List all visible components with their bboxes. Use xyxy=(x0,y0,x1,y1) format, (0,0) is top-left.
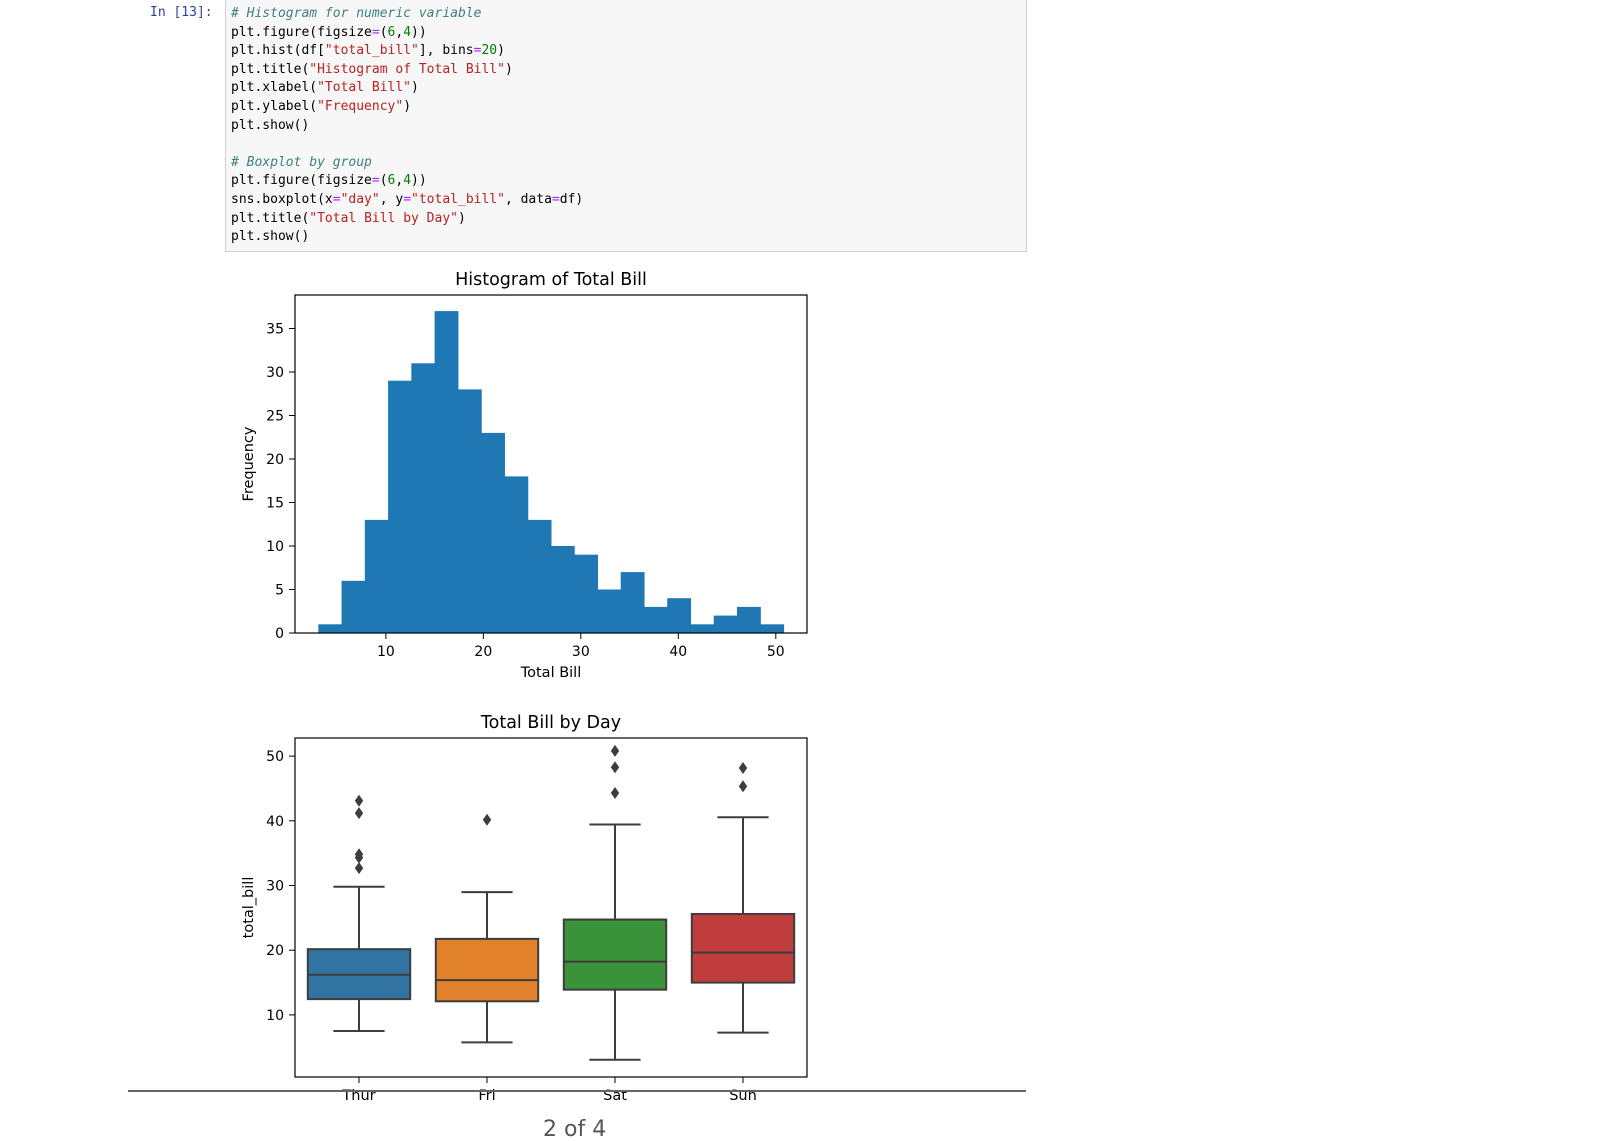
histogram-bar xyxy=(364,519,389,633)
box-fri xyxy=(434,937,540,1003)
histogram-bar xyxy=(341,580,366,633)
x-tick-label: Sun xyxy=(729,1088,757,1104)
code-editor[interactable]: # Histogram for numeric variable plt.fig… xyxy=(231,5,583,247)
histogram-bar xyxy=(527,519,552,633)
outlier-point xyxy=(354,862,364,875)
histogram-bar xyxy=(504,476,529,633)
plot-frame xyxy=(294,737,808,1078)
code-line: plt.figure(figsize=(6,4)) xyxy=(231,173,427,189)
code-line: plt.show() xyxy=(231,117,310,133)
y-tick-label: 25 xyxy=(266,408,284,424)
histogram-bar xyxy=(550,545,575,633)
y-tick-label: 5 xyxy=(275,582,284,598)
histogram-bar xyxy=(574,554,599,633)
histogram-bar xyxy=(667,598,692,633)
page-indicator: 2 of 4 xyxy=(543,1117,607,1142)
y-tick-label: 10 xyxy=(266,539,284,555)
chart-title: Histogram of Total Bill xyxy=(455,270,647,290)
y-axis-label: total_bill xyxy=(241,877,257,939)
histogram-bar xyxy=(690,624,715,633)
x-tick-label: Fri xyxy=(478,1088,495,1104)
box-sun xyxy=(690,912,796,984)
y-tick-label: 35 xyxy=(266,321,284,337)
x-tick-label: 40 xyxy=(669,644,687,660)
y-axis-label: Frequency xyxy=(241,426,257,501)
histogram-bar xyxy=(411,363,436,633)
page-divider xyxy=(128,1090,1026,1092)
histogram-bar xyxy=(457,389,482,633)
y-tick-label: 20 xyxy=(266,452,284,468)
histogram-bar xyxy=(620,572,645,633)
y-tick-label: 20 xyxy=(266,943,284,959)
outlier-point xyxy=(354,848,364,861)
x-tick-label: Thur xyxy=(341,1088,375,1104)
y-tick-label: 50 xyxy=(266,749,284,765)
outlier-point xyxy=(610,744,620,757)
box-sat xyxy=(562,918,668,991)
y-tick-label: 10 xyxy=(266,1008,284,1024)
chart-title: Total Bill by Day xyxy=(480,713,621,733)
histogram-bar xyxy=(481,432,505,633)
histogram-chart: 10 20 30 40 50 0 5 10 15 20 25 30 35 Histogram of Tot… xyxy=(241,270,808,681)
code-line: # Boxplot by group xyxy=(231,154,372,170)
histogram-bar xyxy=(318,624,343,633)
outlier-point xyxy=(738,780,748,793)
outlier-point xyxy=(482,813,492,826)
outlier-point xyxy=(354,807,364,820)
x-tick-label: 50 xyxy=(767,644,785,660)
histogram-bar xyxy=(434,311,459,633)
code-line: plt.title("Total Bill by Day") xyxy=(231,210,466,226)
code-line: plt.title("Histogram of Total Bill") xyxy=(231,61,513,77)
outlier-point xyxy=(354,794,364,807)
histogram-bar xyxy=(713,615,738,633)
code-line: # Histogram for numeric variable xyxy=(231,6,482,21)
y-tick-label: 30 xyxy=(266,879,284,895)
plot-frame xyxy=(294,294,808,634)
code-line: plt.show() xyxy=(231,229,310,245)
x-tick-label: Sat xyxy=(603,1088,627,1104)
x-tick-label: 10 xyxy=(377,644,395,660)
code-line: plt.xlabel("Total Bill") xyxy=(231,80,419,96)
code-line: plt.ylabel("Frequency") xyxy=(231,98,412,114)
outlier-point xyxy=(610,786,620,799)
code-cell[interactable]: # Histogram for numeric variable plt.fig… xyxy=(225,0,1027,252)
histogram-bar xyxy=(597,589,622,633)
y-tick-label: 30 xyxy=(266,365,284,381)
y-tick-label: 15 xyxy=(266,495,284,511)
outlier-point xyxy=(610,761,620,774)
y-tick-label: 40 xyxy=(266,814,284,830)
histogram-bar xyxy=(643,606,668,633)
outlier-point xyxy=(738,761,748,774)
code-line: plt.figure(figsize=(6,4)) xyxy=(231,24,427,40)
code-line: sns.boxplot(x="day", y="total_bill", dat… xyxy=(231,191,584,207)
code-line: plt.hist(df["total_bill"], bins=20) xyxy=(231,43,505,59)
x-tick-label: 20 xyxy=(474,644,492,660)
histogram-bar xyxy=(736,606,761,633)
histogram-bar xyxy=(760,624,785,633)
histogram-bar xyxy=(388,380,412,633)
y-tick-label: 0 xyxy=(275,626,284,642)
x-tick-label: 30 xyxy=(572,644,590,660)
cell-prompt: In [13]: xyxy=(150,5,213,20)
x-axis-label: Total Bill xyxy=(520,665,582,681)
